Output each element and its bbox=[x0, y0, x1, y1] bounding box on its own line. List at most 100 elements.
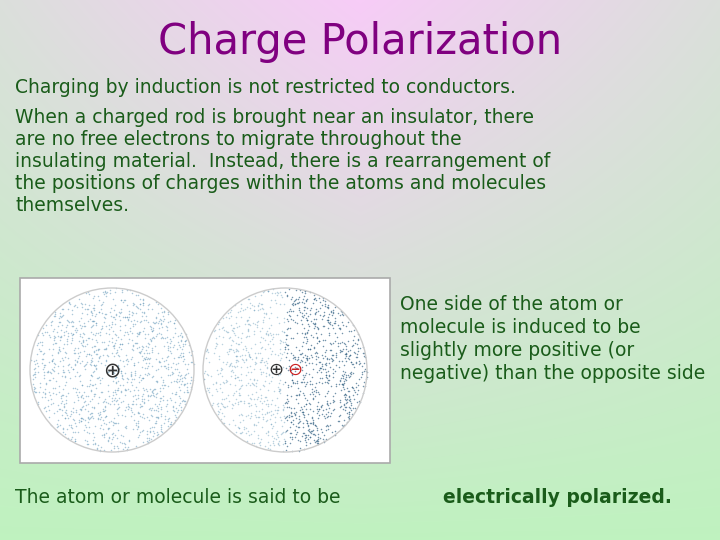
Point bbox=[77, 341, 89, 350]
Point bbox=[92, 329, 104, 338]
Point bbox=[249, 357, 261, 366]
Point bbox=[91, 338, 103, 346]
Point bbox=[35, 338, 46, 346]
Point bbox=[100, 343, 112, 352]
Point bbox=[158, 419, 169, 428]
Point bbox=[320, 371, 332, 380]
Point bbox=[278, 417, 289, 426]
Point bbox=[147, 332, 158, 341]
Point bbox=[128, 361, 140, 370]
Point bbox=[253, 301, 264, 309]
Point bbox=[319, 360, 330, 368]
Point bbox=[292, 384, 303, 393]
Point bbox=[274, 348, 286, 357]
Point bbox=[155, 410, 166, 418]
Point bbox=[264, 370, 275, 379]
Point bbox=[228, 388, 240, 397]
Point bbox=[256, 342, 268, 351]
Point bbox=[339, 392, 351, 401]
Point bbox=[138, 296, 149, 305]
Point bbox=[173, 359, 184, 368]
Point bbox=[303, 322, 315, 331]
Point bbox=[134, 328, 145, 336]
Point bbox=[346, 383, 358, 391]
Point bbox=[30, 370, 41, 379]
Point bbox=[343, 387, 354, 395]
Point bbox=[279, 327, 290, 336]
Point bbox=[63, 331, 74, 340]
Point bbox=[314, 311, 325, 320]
Point bbox=[238, 399, 250, 407]
Point bbox=[174, 371, 186, 380]
Point bbox=[163, 345, 174, 354]
Point bbox=[60, 407, 71, 416]
Point bbox=[103, 324, 114, 333]
Point bbox=[347, 384, 359, 393]
Point bbox=[304, 428, 315, 436]
Point bbox=[63, 365, 74, 374]
Point bbox=[302, 354, 313, 363]
Point bbox=[318, 295, 329, 304]
Point bbox=[54, 421, 66, 430]
Point bbox=[357, 342, 369, 351]
Point bbox=[224, 361, 235, 369]
Point bbox=[297, 329, 308, 338]
Point bbox=[299, 370, 310, 379]
Point bbox=[73, 294, 84, 303]
Point bbox=[294, 437, 306, 445]
Point bbox=[353, 335, 364, 344]
Point bbox=[307, 420, 319, 428]
Point bbox=[235, 352, 246, 360]
Point bbox=[307, 379, 318, 388]
Point bbox=[228, 368, 239, 376]
Point bbox=[240, 437, 252, 446]
Point bbox=[214, 404, 225, 413]
Point bbox=[181, 378, 193, 387]
Point bbox=[70, 326, 81, 334]
Point bbox=[199, 375, 210, 383]
Point bbox=[258, 287, 270, 295]
Point bbox=[289, 403, 300, 412]
Point bbox=[279, 327, 290, 336]
Point bbox=[132, 394, 143, 403]
Point bbox=[86, 386, 97, 395]
Point bbox=[359, 377, 370, 386]
Point bbox=[158, 378, 169, 387]
Point bbox=[59, 414, 71, 422]
Point bbox=[296, 349, 307, 357]
Point bbox=[132, 330, 143, 339]
Point bbox=[325, 307, 336, 316]
Point bbox=[42, 366, 53, 375]
Point bbox=[175, 406, 186, 415]
Point bbox=[78, 425, 90, 434]
Point bbox=[345, 368, 356, 376]
Point bbox=[248, 381, 260, 390]
Point bbox=[148, 334, 159, 342]
Point bbox=[307, 390, 318, 399]
Point bbox=[39, 349, 50, 357]
Point bbox=[81, 310, 93, 319]
Point bbox=[306, 373, 318, 381]
Point bbox=[154, 383, 166, 392]
Point bbox=[90, 346, 102, 354]
Point bbox=[258, 442, 270, 450]
Point bbox=[347, 390, 359, 399]
Text: ⊕: ⊕ bbox=[103, 360, 121, 380]
Point bbox=[163, 307, 174, 316]
Point bbox=[160, 334, 171, 343]
Point bbox=[148, 427, 159, 436]
Point bbox=[286, 295, 297, 304]
Point bbox=[145, 336, 157, 345]
Point bbox=[224, 360, 235, 369]
Point bbox=[287, 334, 298, 343]
Point bbox=[314, 363, 325, 372]
Point bbox=[361, 373, 372, 381]
Point bbox=[89, 380, 101, 388]
Point bbox=[258, 287, 269, 296]
Point bbox=[345, 399, 356, 407]
Point bbox=[117, 375, 129, 384]
Point bbox=[93, 354, 104, 362]
Point bbox=[94, 352, 106, 361]
Point bbox=[248, 376, 259, 384]
Point bbox=[345, 357, 356, 366]
